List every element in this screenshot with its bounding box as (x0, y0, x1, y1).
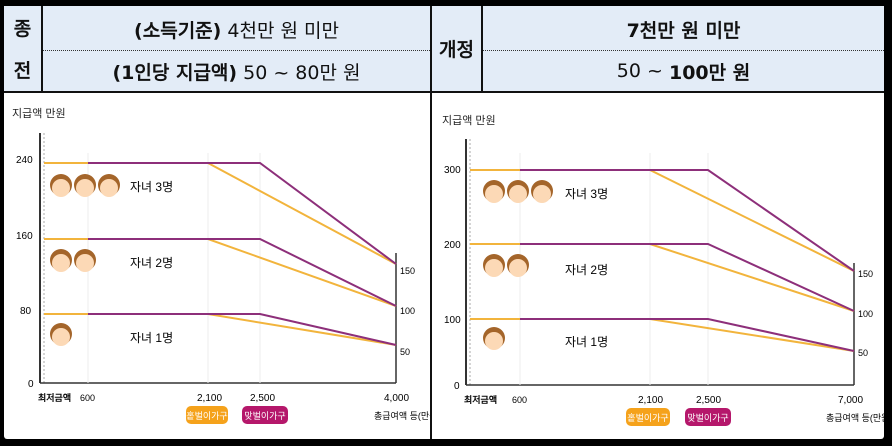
before-amount-text: 50 ~ 80만 원 (237, 61, 361, 84)
svg-text:맞벌이가구: 맞벌이가구 (244, 410, 285, 421)
after-amount-bold: 100만 원 (668, 61, 751, 84)
legend-single (186, 406, 228, 424)
after-y-label: 지급액 만원 (442, 114, 496, 127)
right-tick: 100 (858, 309, 873, 319)
y-tick: 100 (444, 315, 461, 326)
before-label-char-1: 종 (13, 17, 32, 40)
center-divider (430, 6, 432, 439)
x-label: 총급여액 등(만원) (374, 410, 430, 421)
y-tick: 0 (454, 381, 460, 392)
after-label-text: 개정 (439, 39, 474, 61)
before-label-char-2: 전 (13, 60, 32, 83)
before-y-label: 지급액 만원 (12, 107, 66, 120)
group-label: 자녀 3명 (130, 180, 173, 194)
before-header: 종 전 (소득기준) 4천만 원 미만 (1인당 지급액) 50 ~ 80만 원 (4, 6, 430, 93)
after-income-row: 7천만 원 미만 (483, 10, 884, 48)
after-header: 개정 7천만 원 미만 50 ~ 100만 원 (432, 6, 884, 93)
x-tick: 2,100 (197, 393, 222, 404)
y-tick: 160 (16, 231, 33, 242)
svg-text:맞벌이가구: 맞벌이가구 (687, 412, 728, 423)
before-divider (43, 50, 430, 51)
group-label: 자녀 2명 (130, 256, 173, 270)
right-tick: 150 (858, 269, 873, 279)
after-chart: 지급액 만원 300 200 100 0 150 100 50 (432, 93, 892, 439)
y-tick: 200 (444, 240, 461, 251)
before-amount-row: (1인당 지급액) 50 ~ 80만 원 (43, 52, 430, 90)
legend-single (626, 408, 670, 426)
y-tick: 300 (444, 165, 461, 176)
comparison-panel: 종 전 (소득기준) 4천만 원 미만 (1인당 지급액) 50 ~ 80만 원… (4, 6, 892, 439)
before-income-bold: (소득기준) (134, 19, 222, 42)
right-tick: 100 (400, 306, 415, 316)
child-face-icon (50, 174, 120, 346)
y-tick: 80 (20, 306, 32, 317)
before-amount-bold: (1인당 지급액) (112, 61, 238, 84)
x-tick: 7,000 (838, 395, 863, 406)
x-tick: 600 (512, 395, 527, 405)
group-label: 자녀 3명 (565, 187, 608, 201)
before-chart: 지급액 만원 240 160 80 0 150 100 50 (4, 93, 440, 439)
after-amount-text: 50 ~ (616, 60, 669, 82)
svg-text:홑벌이가구: 홑벌이가구 (627, 412, 668, 423)
before-income-text: 4천만 원 미만 (221, 19, 339, 42)
group-label: 자녀 1명 (565, 335, 608, 349)
right-tick: 50 (858, 348, 868, 358)
x-label: 총급여액 등(만원) (826, 412, 884, 423)
after-divider (483, 50, 884, 51)
legend-dual (685, 408, 731, 426)
before-income-row: (소득기준) 4천만 원 미만 (43, 10, 430, 48)
after-income-text: 7천만 원 미만 (626, 19, 741, 42)
x-tick: 4,000 (384, 393, 409, 404)
x-tick: 최저금액 (464, 394, 497, 405)
group-label: 자녀 2명 (565, 263, 608, 277)
x-tick: 2,500 (696, 395, 721, 406)
x-tick: 2,100 (638, 395, 663, 406)
after-amount-row: 50 ~ 100만 원 (483, 52, 884, 90)
right-tick: 150 (400, 266, 415, 276)
before-label: 종 전 (4, 6, 43, 91)
legend-dual (242, 406, 288, 424)
x-tick: 600 (80, 393, 95, 403)
after-label: 개정 (432, 6, 483, 91)
y-tick: 240 (16, 155, 33, 166)
x-tick: 2,500 (250, 393, 275, 404)
right-tick: 50 (400, 347, 410, 357)
child-face-icon (483, 180, 553, 350)
x-tick: 최저금액 (38, 392, 71, 403)
group-label: 자녀 1명 (130, 331, 173, 345)
y-tick: 0 (28, 379, 34, 390)
svg-text:홑벌이가구: 홑벌이가구 (186, 410, 227, 421)
